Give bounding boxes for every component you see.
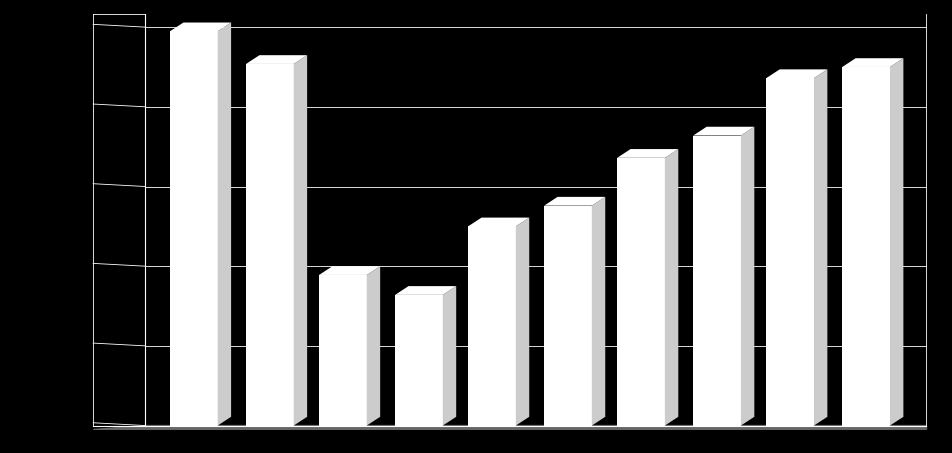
Polygon shape — [617, 158, 664, 425]
Polygon shape — [740, 127, 754, 425]
Polygon shape — [544, 197, 605, 206]
Polygon shape — [246, 64, 293, 425]
Polygon shape — [395, 295, 443, 425]
Polygon shape — [765, 78, 813, 425]
Polygon shape — [319, 266, 380, 275]
Polygon shape — [467, 217, 528, 226]
Polygon shape — [889, 58, 902, 425]
Polygon shape — [664, 149, 678, 425]
Polygon shape — [395, 286, 456, 295]
Polygon shape — [692, 135, 740, 425]
Polygon shape — [443, 286, 456, 425]
Polygon shape — [842, 67, 889, 425]
Polygon shape — [765, 69, 826, 78]
Polygon shape — [515, 217, 528, 425]
Polygon shape — [842, 58, 902, 67]
Polygon shape — [246, 55, 307, 64]
Polygon shape — [591, 197, 605, 425]
Polygon shape — [293, 55, 307, 425]
Polygon shape — [93, 425, 925, 429]
Polygon shape — [319, 275, 367, 425]
Polygon shape — [544, 206, 591, 425]
Polygon shape — [692, 127, 754, 135]
Polygon shape — [169, 31, 217, 425]
Polygon shape — [467, 226, 515, 425]
Polygon shape — [367, 266, 380, 425]
Polygon shape — [617, 149, 678, 158]
Polygon shape — [813, 69, 826, 425]
Polygon shape — [169, 23, 231, 31]
Polygon shape — [217, 23, 231, 425]
